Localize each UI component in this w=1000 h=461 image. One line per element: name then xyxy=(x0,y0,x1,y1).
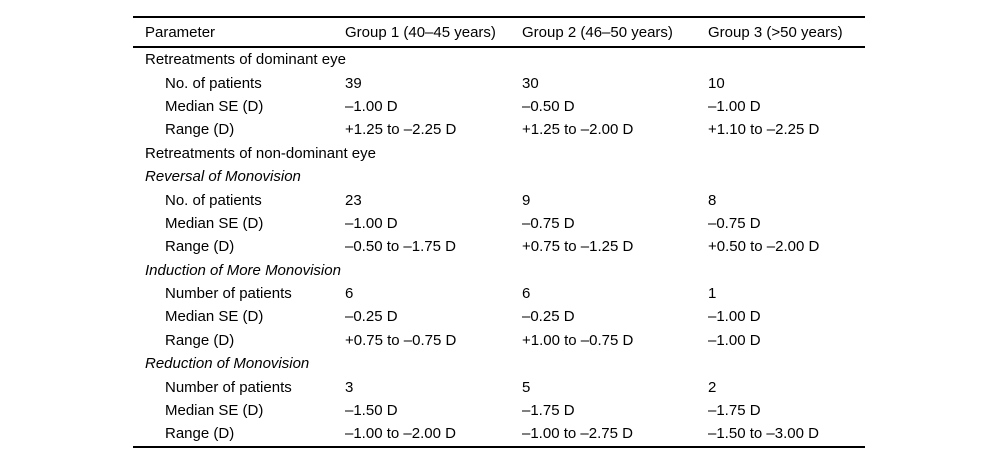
table-cell: +0.75 to –0.75 D xyxy=(345,331,457,349)
table-body: Retreatments of dominant eye No. of patie… xyxy=(133,48,865,446)
row-label: Median SE (D) xyxy=(165,402,264,420)
table-row: Number of patients 3 5 2 xyxy=(133,375,865,398)
table-row: No. of patients 39 30 10 xyxy=(133,71,865,94)
row-label: Median SE (D) xyxy=(165,214,264,232)
table-cell: 6 xyxy=(345,285,354,303)
table-cell: –0.50 to –1.75 D xyxy=(345,238,456,256)
row-label: Reduction of Monovision xyxy=(145,355,310,373)
table-cell: –0.25 D xyxy=(522,308,575,326)
table-cell: 23 xyxy=(345,191,362,209)
row-label: Median SE (D) xyxy=(165,308,264,326)
row-label: No. of patients xyxy=(165,191,262,209)
table-top-rule xyxy=(133,16,865,18)
table-cell: 2 xyxy=(708,378,717,396)
table-cell: +1.25 to –2.00 D xyxy=(522,121,634,139)
column-header-parameter: Parameter xyxy=(145,23,216,41)
table-cell: 6 xyxy=(522,285,531,303)
row-label: Reversal of Monovision xyxy=(145,168,301,186)
column-header-group1: Group 1 (40–45 years) xyxy=(345,23,496,41)
table-cell: –0.50 D xyxy=(522,97,575,115)
table-row: Induction of More Monovision xyxy=(133,259,865,282)
table-cell: –1.00 to –2.00 D xyxy=(345,425,456,443)
table-cell: –1.00 D xyxy=(345,214,398,232)
table-cell: –1.50 D xyxy=(345,402,398,420)
row-label: Range (D) xyxy=(165,238,235,256)
table-cell: +0.50 to –2.00 D xyxy=(708,238,820,256)
table-row: Range (D) –0.50 to –1.75 D +0.75 to –1.25 … xyxy=(133,235,865,258)
table-cell: –1.75 D xyxy=(708,402,761,420)
table-cell: –1.75 D xyxy=(522,402,575,420)
row-label: Retreatments of non-dominant eye xyxy=(145,144,376,162)
table-cell: –1.50 to –3.00 D xyxy=(708,425,819,443)
table-header-row: Parameter Group 1 (40–45 years) Group 2 … xyxy=(133,18,865,46)
table-row: Median SE (D) –1.50 D –1.75 D –1.75 D xyxy=(133,399,865,422)
table-cell: –1.00 D xyxy=(708,308,761,326)
column-header-group3: Group 3 (>50 years) xyxy=(708,23,843,41)
table-cell: –0.25 D xyxy=(345,308,398,326)
table-cell: 5 xyxy=(522,378,531,396)
table-row: Median SE (D) –1.00 D –0.50 D –1.00 D xyxy=(133,95,865,118)
row-label: Range (D) xyxy=(165,425,235,443)
row-label: Median SE (D) xyxy=(165,97,264,115)
column-header-group2: Group 2 (46–50 years) xyxy=(522,23,673,41)
row-label: Range (D) xyxy=(165,121,235,139)
table-cell: –1.00 D xyxy=(708,331,761,349)
table-cell: –0.75 D xyxy=(708,214,761,232)
table-cell: 1 xyxy=(708,285,717,303)
table-row: No. of patients 23 9 8 xyxy=(133,188,865,211)
row-label: Range (D) xyxy=(165,331,235,349)
table-row: Median SE (D) –1.00 D –0.75 D –0.75 D xyxy=(133,212,865,235)
table-cell: +1.25 to –2.25 D xyxy=(345,121,457,139)
row-label: Retreatments of dominant eye xyxy=(145,51,346,69)
table-cell: 8 xyxy=(708,191,717,209)
table-cell: –0.75 D xyxy=(522,214,575,232)
table-row: Retreatments of dominant eye xyxy=(133,48,865,71)
table-row: Range (D) +1.25 to –2.25 D +1.25 to –2.00 … xyxy=(133,118,865,141)
table-row: Range (D) –1.00 to –2.00 D –1.00 to –2.75 … xyxy=(133,422,865,445)
row-label: No. of patients xyxy=(165,74,262,92)
table-cell: –1.00 D xyxy=(345,97,398,115)
row-label: Induction of More Monovision xyxy=(145,261,341,279)
table-cell: +1.00 to –0.75 D xyxy=(522,331,634,349)
row-label: Number of patients xyxy=(165,378,292,396)
table-header-rule xyxy=(133,46,865,48)
retreatment-table: Parameter Group 1 (40–45 years) Group 2 … xyxy=(133,16,865,448)
table-row: Range (D) +0.75 to –0.75 D +1.00 to –0.75 … xyxy=(133,329,865,352)
table-row: Number of patients 6 6 1 xyxy=(133,282,865,305)
table-row: Retreatments of non-dominant eye xyxy=(133,142,865,165)
table-row: Reversal of Monovision xyxy=(133,165,865,188)
table-cell: +0.75 to –1.25 D xyxy=(522,238,634,256)
table-row: Reduction of Monovision xyxy=(133,352,865,375)
table-bottom-rule xyxy=(133,445,865,448)
row-label: Number of patients xyxy=(165,285,292,303)
table-row: Median SE (D) –0.25 D –0.25 D –1.00 D xyxy=(133,305,865,328)
table-cell: 10 xyxy=(708,74,725,92)
table-cell: 3 xyxy=(345,378,354,396)
table-cell: –1.00 D xyxy=(708,97,761,115)
table-cell: 39 xyxy=(345,74,362,92)
table-cell: –1.00 to –2.75 D xyxy=(522,425,633,443)
table-cell: 9 xyxy=(522,191,531,209)
table-cell: +1.10 to –2.25 D xyxy=(708,121,820,139)
table-cell: 30 xyxy=(522,74,539,92)
